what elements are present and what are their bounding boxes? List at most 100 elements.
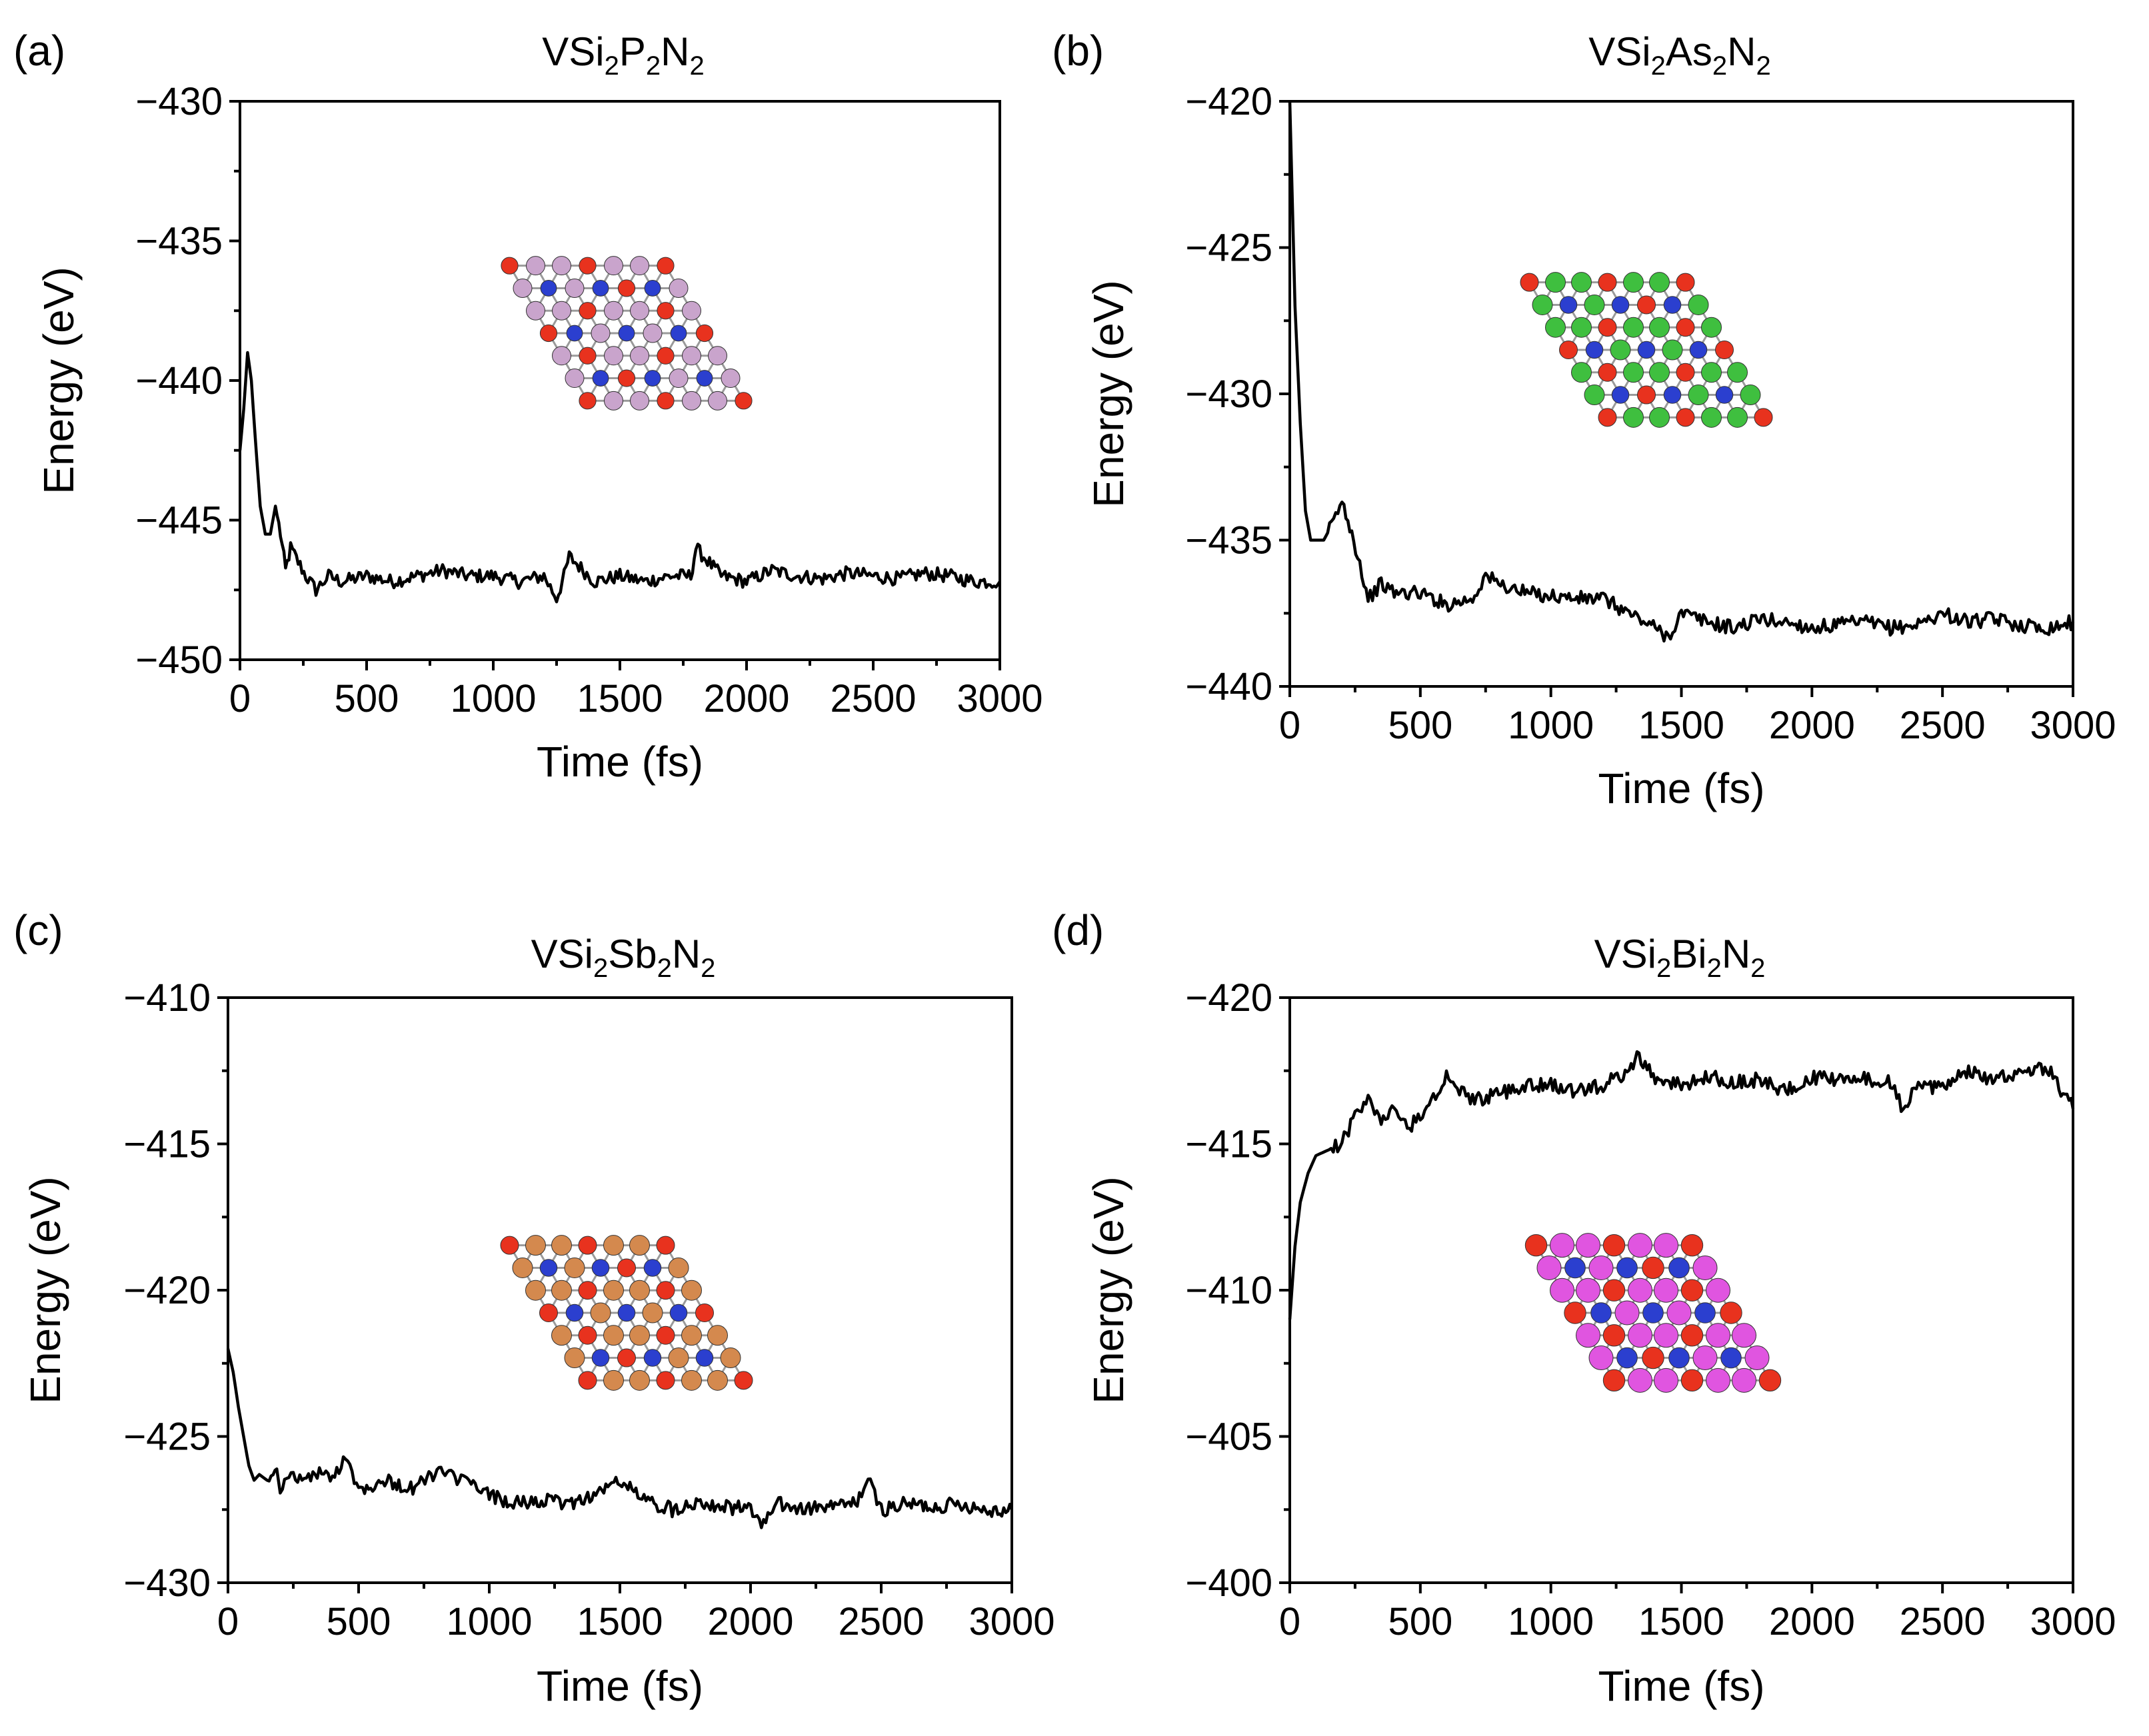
crystal-atom-silicon bbox=[1602, 1234, 1626, 1257]
crystal-atom-pnictogen bbox=[1732, 1323, 1756, 1348]
crystal-atom-pnictogen bbox=[604, 301, 623, 321]
title-subscript: 2 bbox=[1712, 51, 1727, 81]
crystal-atom-pnictogen bbox=[1706, 1278, 1730, 1303]
x-tick-label: 2500 bbox=[1900, 704, 1986, 747]
y-tick-label: −450 bbox=[135, 638, 223, 682]
crystal-atom-silicon bbox=[1758, 1369, 1782, 1392]
x-tick-label: 500 bbox=[1388, 1600, 1452, 1643]
energy-series-line bbox=[1288, 101, 2075, 643]
crystal-atom-silicon bbox=[1637, 295, 1656, 315]
crystal-atom-silicon bbox=[579, 257, 597, 275]
crystal-atom-pnictogen bbox=[552, 301, 571, 321]
crystal-atom-silicon bbox=[579, 302, 597, 320]
crystal-atom-pnictogen bbox=[1550, 1278, 1574, 1303]
crystal-atom-pnictogen bbox=[1623, 407, 1644, 428]
crystal-structure-inset bbox=[1524, 1233, 1782, 1393]
crystal-atom-pnictogen bbox=[1654, 1233, 1678, 1258]
crystal-atom-pnictogen bbox=[551, 1235, 572, 1256]
crystal-atom-pnictogen bbox=[681, 1369, 702, 1391]
crystal-atom-silicon bbox=[1598, 318, 1617, 337]
crystal-atom-silicon bbox=[1676, 273, 1695, 292]
y-axis-label: Energy (eV) bbox=[21, 1176, 69, 1403]
crystal-atom-silicon bbox=[735, 392, 753, 410]
crystal-atom-pnictogen bbox=[552, 256, 571, 276]
crystal-atom-silicon bbox=[1598, 273, 1617, 292]
panel-label: (b) bbox=[1052, 27, 1104, 75]
crystal-atom-pnictogen bbox=[682, 346, 701, 366]
crystal-atom-pnictogen bbox=[1692, 1345, 1718, 1371]
crystal-atom-metal bbox=[592, 370, 609, 387]
crystal-atom-metal bbox=[1689, 341, 1708, 359]
crystal-atom-pnictogen bbox=[564, 1257, 585, 1278]
crystal-atom-pnictogen bbox=[1701, 407, 1722, 428]
y-tick-label: −410 bbox=[1185, 1269, 1272, 1312]
crystal-atom-pnictogen bbox=[1610, 339, 1631, 361]
y-tick-label: −415 bbox=[123, 1123, 211, 1166]
x-tick-label: 2500 bbox=[838, 1600, 924, 1643]
y-tick-label: −445 bbox=[135, 499, 223, 542]
crystal-atom-pnictogen bbox=[707, 1369, 728, 1391]
crystal-atom-pnictogen bbox=[1706, 1323, 1730, 1348]
crystal-atom-pnictogen bbox=[564, 1347, 585, 1369]
crystal-atom-metal bbox=[1642, 1302, 1664, 1323]
crystal-atom-pnictogen bbox=[1614, 1300, 1640, 1325]
crystal-atom-pnictogen bbox=[525, 1235, 546, 1256]
crystal-atom-silicon bbox=[617, 369, 636, 387]
panel-title: VSi2Sb2N2 bbox=[531, 932, 716, 983]
crystal-atom-silicon bbox=[695, 1303, 714, 1322]
y-tick-label: −420 bbox=[1185, 80, 1272, 123]
crystal-atom-metal bbox=[696, 370, 713, 387]
panel-label: (c) bbox=[13, 906, 63, 954]
crystal-atom-metal bbox=[592, 280, 609, 297]
crystal-atom-metal bbox=[1720, 1347, 1742, 1369]
crystal-atom-metal bbox=[565, 1303, 584, 1322]
crystal-structure-inset bbox=[1520, 272, 1773, 428]
crystal-atom-pnictogen bbox=[1584, 294, 1605, 315]
crystal-atom-silicon bbox=[500, 1236, 519, 1255]
crystal-atom-silicon bbox=[656, 1371, 675, 1390]
crystal-atom-pnictogen bbox=[630, 256, 649, 276]
crystal-atom-metal bbox=[1564, 1257, 1586, 1279]
crystal-atom-pnictogen bbox=[629, 1325, 650, 1346]
crystal-atom-silicon bbox=[1602, 1279, 1626, 1302]
crystal-atom-silicon bbox=[734, 1371, 753, 1390]
crystal-atom-metal bbox=[1616, 1257, 1638, 1279]
crystal-atom-pnictogen bbox=[629, 1280, 650, 1301]
crystal-atom-pnictogen bbox=[1649, 272, 1670, 293]
crystal-atom-pnictogen bbox=[1588, 1345, 1614, 1371]
crystal-atom-pnictogen bbox=[1654, 1323, 1678, 1348]
title-subscript: 2 bbox=[593, 954, 608, 983]
title-part: N bbox=[1727, 29, 1756, 74]
title-part: VSi bbox=[1594, 932, 1656, 976]
crystal-atom-pnictogen bbox=[1649, 317, 1670, 338]
crystal-atom-pnictogen bbox=[1706, 1367, 1730, 1393]
crystal-atom-pnictogen bbox=[1536, 1255, 1562, 1280]
crystal-atom-metal bbox=[591, 1349, 610, 1367]
crystal-atom-pnictogen bbox=[1588, 1255, 1614, 1280]
crystal-atom-pnictogen bbox=[1732, 1367, 1756, 1393]
crystal-atom-silicon bbox=[501, 257, 519, 275]
crystal-atom-pnictogen bbox=[708, 346, 727, 366]
crystal-atom-pnictogen bbox=[1571, 272, 1592, 293]
crystal-atom-silicon bbox=[1676, 408, 1695, 427]
y-tick-label: −410 bbox=[123, 976, 211, 1020]
crystal-atom-silicon bbox=[1715, 341, 1734, 359]
crystal-atom-pnictogen bbox=[1571, 317, 1592, 338]
crystal-atom-silicon bbox=[1602, 1369, 1626, 1392]
crystal-atom-silicon bbox=[1680, 1279, 1704, 1302]
crystal-atom-pnictogen bbox=[707, 1325, 728, 1346]
crystal-atom-silicon bbox=[578, 1325, 597, 1345]
y-axis-label: Energy (eV) bbox=[1084, 1176, 1132, 1403]
title-subscript: 2 bbox=[1656, 954, 1671, 983]
crystal-atom-silicon bbox=[656, 1325, 675, 1345]
crystal-atom-pnictogen bbox=[603, 1325, 624, 1346]
crystal-atom-silicon bbox=[1524, 1234, 1548, 1257]
crystal-atom-metal bbox=[1616, 1347, 1638, 1369]
crystal-atom-pnictogen bbox=[603, 1280, 624, 1301]
x-tick-label: 1500 bbox=[577, 677, 663, 720]
crystal-atom-metal bbox=[1663, 386, 1682, 404]
crystal-atom-metal bbox=[1611, 386, 1630, 404]
x-tick-label: 2000 bbox=[1769, 704, 1855, 747]
